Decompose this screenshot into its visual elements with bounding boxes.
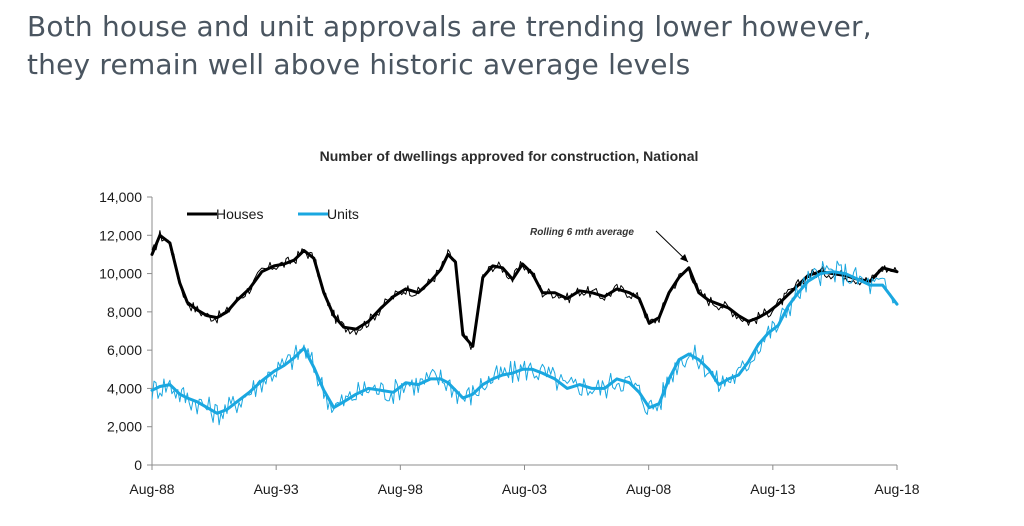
rolling-average-annotation: Rolling 6 mth average xyxy=(530,227,634,238)
x-tick-label: Aug-03 xyxy=(502,481,547,497)
x-tick-label: Aug-13 xyxy=(750,481,795,497)
slide-title-line-1: Both house and unit approvals are trendi… xyxy=(27,10,872,43)
y-tick-label: 8,000 xyxy=(107,304,142,320)
slide-title: Both house and unit approvals are trendi… xyxy=(27,8,1007,84)
y-tick-label: 2,000 xyxy=(107,419,142,435)
annotation-arrowhead xyxy=(680,254,688,262)
y-tick-label: 4,000 xyxy=(107,380,142,396)
x-tick-label: Aug-88 xyxy=(129,481,174,497)
y-tick-label: 12,000 xyxy=(99,227,142,243)
y-tick-label: 10,000 xyxy=(99,266,142,282)
legend-units-label: Units xyxy=(327,206,359,222)
houses-rolling-average-line xyxy=(150,233,899,348)
y-tick-label: 0 xyxy=(134,457,142,473)
x-tick-label: Aug-08 xyxy=(626,481,671,497)
x-tick-label: Aug-98 xyxy=(378,481,423,497)
units-rolling-average-line xyxy=(150,270,899,415)
units-monthly-line xyxy=(151,260,898,426)
houses-monthly-line xyxy=(151,230,898,350)
y-tick-label: 6,000 xyxy=(107,342,142,358)
x-tick-label: Aug-93 xyxy=(254,481,299,497)
slide-title-line-2: they remain well above historic average … xyxy=(27,48,691,81)
legend-houses-label: Houses xyxy=(216,206,263,222)
y-tick-label: 14,000 xyxy=(99,189,142,205)
x-tick-label: Aug-18 xyxy=(874,481,919,497)
chart-title: Number of dwellings approved for constru… xyxy=(320,148,699,164)
